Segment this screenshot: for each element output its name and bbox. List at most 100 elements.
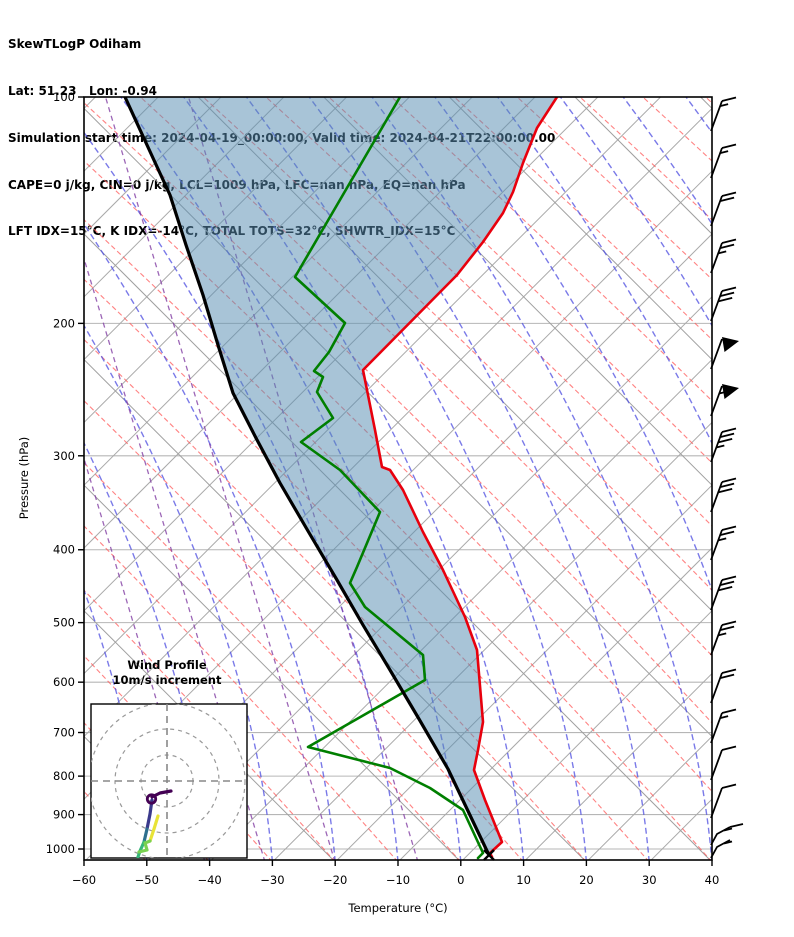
moist-adiabat-line <box>559 97 712 328</box>
wind-barb-icon <box>710 143 737 179</box>
wind-barb-icon <box>710 477 737 513</box>
y-tick-label: 900 <box>53 808 75 822</box>
isotherm-line <box>84 97 285 298</box>
dry-adiabat-line <box>84 400 523 860</box>
x-tick-label: −60 <box>72 873 96 887</box>
moist-adiabat-line <box>183 97 525 860</box>
dry-adiabat-line <box>579 97 712 221</box>
wind-barb-icon <box>710 96 737 132</box>
moist-adiabat-line <box>84 222 336 860</box>
isotherm-line <box>399 547 712 860</box>
x-tick-label: −20 <box>323 873 347 887</box>
wind-barb-icon <box>710 427 737 463</box>
wind-barb-icon <box>710 708 737 744</box>
moist-adiabat-line <box>245 97 587 860</box>
moist-adiabat-line <box>371 97 712 860</box>
x-tick-label: 10 <box>516 873 531 887</box>
wind-barb-icon <box>710 238 737 274</box>
hodograph-loop <box>145 793 158 805</box>
dry-adiabat-line <box>642 97 712 162</box>
moist-adiabat-line <box>434 97 712 593</box>
wind-barb-icon <box>710 384 739 417</box>
wind-barb-icon <box>710 839 733 859</box>
wind-barb-icon <box>710 783 737 819</box>
dry-adiabat-line <box>391 97 712 402</box>
y-tick-label: 800 <box>53 769 75 783</box>
gray-adiabat-line <box>84 484 460 860</box>
hodograph-trace-segment <box>137 839 152 854</box>
wind-barb-icon <box>710 620 737 656</box>
gray-adiabat-line <box>700 97 712 110</box>
x-tick-label: −40 <box>197 873 221 887</box>
dry-adiabat-line <box>454 97 712 341</box>
surface-marker <box>483 849 495 861</box>
dry-adiabat-line <box>516 97 712 281</box>
dewpoint-trace <box>293 97 485 860</box>
x-tick-label: 40 <box>705 873 720 887</box>
x-axis-title: Temperature (°C) <box>348 901 448 915</box>
mixing-ratio-line <box>84 256 266 860</box>
hodograph-inset <box>90 703 248 859</box>
x-tick-label: −50 <box>135 873 159 887</box>
x-tick-label: −10 <box>386 873 410 887</box>
wind-barbs <box>710 96 744 859</box>
wind-barb-icon <box>710 191 737 227</box>
isotherm-line <box>84 97 96 110</box>
parcel-trace <box>123 97 490 855</box>
wind-barb-icon <box>710 823 744 846</box>
x-tick-label: 20 <box>579 873 594 887</box>
dry-adiabat-line <box>84 525 397 860</box>
moist-adiabat-line <box>497 97 712 445</box>
wind-barb-icon <box>710 337 739 370</box>
y-tick-label: 100 <box>53 90 75 104</box>
isotherm-line <box>210 358 712 860</box>
moist-adiabat-line <box>84 324 273 860</box>
y-tick-label: 300 <box>53 449 75 463</box>
gray-adiabat-line <box>449 97 712 361</box>
hodograph-title-line1: Wind Profile <box>127 658 207 672</box>
y-axis-ticks: 100 200 300 400 500 600 700 800 900 1000 <box>46 90 84 856</box>
mixing-ratio-line <box>104 97 336 860</box>
moist-adiabat-line <box>622 97 712 226</box>
isotherm-line <box>84 97 222 235</box>
moist-adiabat-line <box>685 97 712 134</box>
wind-barb-icon <box>710 575 737 611</box>
x-tick-label: 0 <box>457 873 464 887</box>
dry-adiabat-line <box>84 160 712 793</box>
isotherm-line <box>148 296 712 860</box>
hodograph-trace-segment <box>142 827 149 844</box>
wind-barb-icon <box>710 525 737 561</box>
y-tick-label: 700 <box>53 726 75 740</box>
y-axis-title: Pressure (hPa) <box>17 436 31 520</box>
x-tick-label: −30 <box>260 873 284 887</box>
isotherm-line <box>273 421 712 860</box>
isotherm-line <box>712 97 794 862</box>
chart-latlon: Lat: 51.23 Lon: -0.94 <box>8 83 157 98</box>
hodograph-ring <box>91 704 246 858</box>
hodograph-trace-segment <box>148 814 160 843</box>
dry-adiabat-line <box>84 462 460 860</box>
y-tick-label: 200 <box>53 316 75 330</box>
wind-barb-icon <box>710 668 737 704</box>
y-tick-label: 600 <box>53 675 75 689</box>
mixing-ratio-line <box>84 456 206 860</box>
wind-barb-icon <box>710 745 737 781</box>
moist-adiabat-line <box>308 97 650 860</box>
x-tick-label: 30 <box>642 873 657 887</box>
temperature-trace <box>361 97 559 859</box>
isotherm-line <box>524 672 712 860</box>
gray-adiabat-line <box>574 97 712 235</box>
isotherm-line <box>462 610 712 860</box>
wind-barb-icon <box>710 286 737 322</box>
cape-shading <box>125 97 557 857</box>
dry-adiabat-line <box>84 338 586 860</box>
chart-title: SkewTLogP Odiham <box>8 37 142 52</box>
hodograph-title-line2: 10m/s increment <box>112 673 222 687</box>
y-tick-label: 500 <box>53 616 75 630</box>
dry-adiabat-line <box>705 97 712 104</box>
x-axis-ticks: −60 −50 −40 −30 −20 −10 0 10 20 30 40 <box>72 860 719 887</box>
y-tick-label: 400 <box>53 543 75 557</box>
hodograph-trace-segment <box>145 798 154 831</box>
